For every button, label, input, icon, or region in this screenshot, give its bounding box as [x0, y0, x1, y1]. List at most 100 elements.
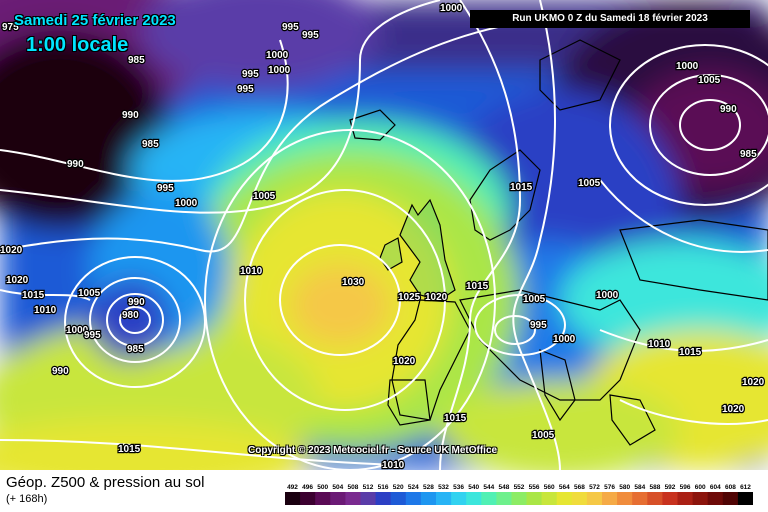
isobar-label: 990 — [720, 104, 737, 115]
isobar-label: 975 — [2, 22, 19, 33]
isobar-label: 1025 — [398, 292, 421, 303]
isobar-label: 1010 — [382, 460, 405, 470]
scale-color-swatch — [496, 492, 512, 505]
isobar-label: 1000 — [175, 198, 198, 209]
scale-tick-label: 520 — [393, 484, 404, 491]
scale-tick-label: 612 — [740, 484, 751, 491]
scale-color-swatch — [632, 492, 648, 505]
isobar-label: 1010 — [648, 339, 671, 350]
scale-tick-label: 604 — [710, 484, 721, 491]
scale-color-swatch — [737, 492, 753, 505]
scale-color-swatch — [541, 492, 558, 505]
isobar-label: 990 — [52, 366, 69, 377]
scale-tick-label: 600 — [695, 484, 706, 491]
isobar-label: 1020 — [6, 275, 29, 286]
scale-color-swatch — [556, 492, 573, 505]
isobar-label: 1015 — [22, 290, 45, 301]
scale-tick-label: 572 — [589, 484, 600, 491]
scale-color-swatch — [285, 492, 301, 505]
isobar-label: 1000 — [268, 65, 291, 76]
isobar-label: 1020 — [742, 377, 765, 388]
scale-tick-label: 560 — [544, 484, 555, 491]
scale-tick-label: 536 — [453, 484, 464, 491]
isobar-label: 1020 — [0, 245, 23, 256]
scale-color-swatch — [602, 492, 618, 505]
isobar-label: 1005 — [532, 430, 555, 441]
scale-color-swatch — [466, 492, 482, 505]
scale-tick-label: 532 — [438, 484, 449, 491]
isobar-label: 1000 — [266, 50, 289, 61]
isobar-label: 1015 — [118, 444, 141, 455]
isobar-label: 1000 — [440, 3, 463, 14]
scale-tick-label: 556 — [529, 484, 540, 491]
scale-tick-label: 504 — [332, 484, 343, 491]
scale-tick-label: 528 — [423, 484, 434, 491]
isobar-label: 1005 — [253, 191, 276, 202]
scale-tick-label: 596 — [680, 484, 691, 491]
isobar-label: 1010 — [34, 305, 57, 316]
run-info-banner: Run UKMO 0 Z du Samedi 18 février 2023 — [470, 10, 750, 28]
isobar-label: 995 — [237, 84, 254, 95]
scale-tick-label: 544 — [483, 484, 494, 491]
isobar-label: 990 — [67, 159, 84, 170]
isobar-label: 990 — [122, 110, 139, 121]
isobar-label: 1005 — [698, 75, 721, 86]
color-scale-legend: 492 496 500 504 508 512 516 520 524 528 532 536 540 5… — [285, 484, 753, 505]
weather-map: 1000 995 995 1000 995 1000 995 990 985 9… — [0, 0, 768, 470]
isobar-label: 1015 — [510, 182, 533, 193]
scale-color-swatch — [315, 492, 331, 505]
scale-color-swatch — [647, 492, 663, 505]
isobar-label: 995 — [157, 183, 174, 194]
scale-color-swatch — [420, 492, 437, 505]
isobar-label: 995 — [84, 330, 101, 341]
isobar-label: 995 — [530, 320, 547, 331]
scale-color-swatch — [436, 492, 452, 505]
scale-color-swatch — [375, 492, 392, 505]
scale-tick-label: 592 — [665, 484, 676, 491]
scale-color-swatch — [300, 492, 316, 505]
scale-color-swatch — [451, 492, 467, 505]
isobar-label: 1020 — [722, 404, 745, 415]
scale-color-swatch — [677, 492, 693, 505]
isobar-label: 995 — [302, 30, 319, 41]
scale-color-swatch — [692, 492, 709, 505]
scale-tick-label: 512 — [363, 484, 374, 491]
scale-color-swatch — [526, 492, 542, 505]
isobar-label: 1010 — [240, 266, 263, 277]
forecast-lead-time: (+ 168h) — [6, 493, 48, 505]
isobars — [0, 0, 768, 470]
scale-color-swatch — [722, 492, 739, 505]
scale-color-swatch — [390, 492, 407, 505]
isobar-label: 985 — [740, 149, 757, 160]
scale-tick-label: 552 — [514, 484, 525, 491]
scale-tick-label: 548 — [498, 484, 509, 491]
scale-color-swatch — [662, 492, 678, 505]
forecast-local-time: 1:00 locale — [26, 34, 129, 56]
isobar-label: 1020 — [425, 292, 448, 303]
scale-tick-label: 492 — [287, 484, 298, 491]
scale-tick-label: 496 — [302, 484, 313, 491]
isobar-label: 980 — [122, 310, 139, 321]
scale-color-swatch — [586, 492, 603, 505]
scale-color-swatch — [330, 492, 346, 505]
copyright-text: Copyright © 2023 Meteociel.fr - Source U… — [248, 445, 498, 456]
isobar-label: 995 — [242, 69, 259, 80]
scale-tick-label: 564 — [559, 484, 570, 491]
scale-tick-label: 576 — [604, 484, 615, 491]
scale-color-swatch — [571, 492, 588, 505]
map-title: Géop. Z500 & pression au sol — [6, 474, 205, 491]
isobar-labels: 1000 995 995 1000 995 1000 995 990 985 9… — [0, 2, 766, 470]
isobar-label: 995 — [282, 22, 299, 33]
isobar-label: 990 — [128, 297, 145, 308]
scale-color-swatch — [707, 492, 724, 505]
isobar-label: 1005 — [578, 178, 601, 189]
scale-tick-label: 540 — [468, 484, 479, 491]
isobar-label: 1030 — [342, 277, 365, 288]
scale-color-swatch — [511, 492, 527, 505]
isobar-label: 1000 — [66, 325, 89, 336]
scale-tick-label: 500 — [317, 484, 328, 491]
scale-tick-label: 588 — [649, 484, 660, 491]
isobar-label: 1000 — [596, 290, 619, 301]
isobar-label: 985 — [128, 55, 145, 66]
